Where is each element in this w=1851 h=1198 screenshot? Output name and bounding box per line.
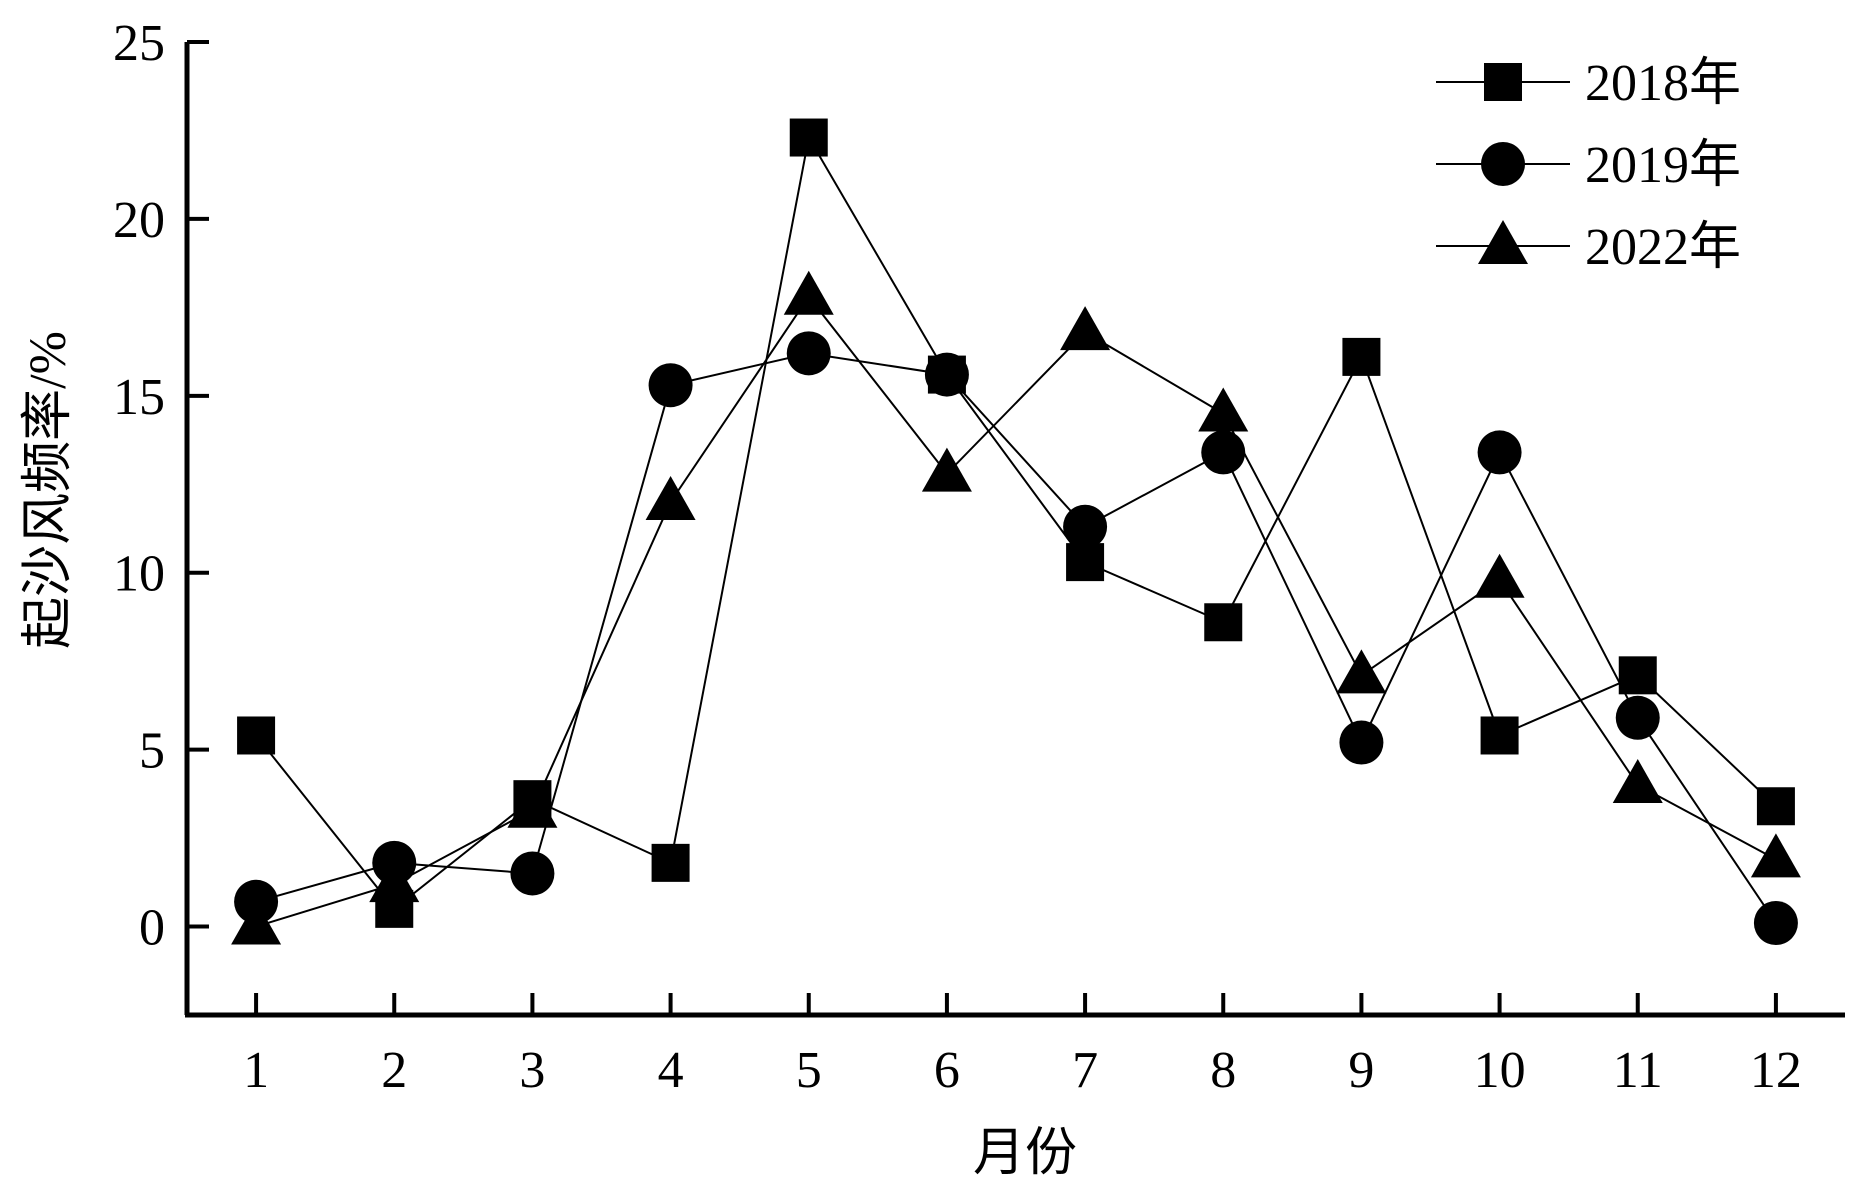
- x-tick-label: 4: [658, 1042, 684, 1099]
- data-point-circle: [1201, 430, 1246, 475]
- data-point-square: [237, 716, 276, 755]
- data-point-square: [1618, 656, 1657, 695]
- legend-label: 2018年: [1585, 55, 1741, 112]
- series-layer: [231, 118, 1801, 946]
- data-point-circle: [648, 363, 693, 408]
- x-tick-label: 10: [1474, 1042, 1526, 1099]
- x-tick-label: 7: [1072, 1042, 1098, 1099]
- data-point-triangle: [783, 270, 834, 315]
- data-point-square: [651, 843, 690, 882]
- legend-label: 2022年: [1585, 219, 1741, 276]
- legend: 2018年 2019年 2022年: [1436, 55, 1741, 276]
- y-tick-label: 5: [139, 723, 165, 780]
- y-tick-label: 10: [113, 546, 165, 603]
- data-point-circle: [1063, 504, 1108, 549]
- legend-item: 2018年: [1436, 55, 1741, 112]
- data-point-square: [1342, 337, 1381, 376]
- series-line: [255, 134, 1777, 911]
- series-2: [231, 270, 1801, 945]
- data-point-triangle: [1336, 649, 1387, 694]
- legend-item: 2019年: [1436, 137, 1741, 194]
- y-tick-label: 15: [113, 369, 165, 426]
- legend-label: 2019年: [1585, 137, 1741, 194]
- x-tick-label: 8: [1210, 1042, 1236, 1099]
- x-tick-label: 9: [1348, 1042, 1374, 1099]
- data-point-triangle: [1198, 387, 1249, 432]
- data-point-triangle: [1474, 553, 1525, 598]
- data-point-triangle: [231, 900, 282, 945]
- series-1: [234, 331, 1798, 946]
- x-axis-label: 月份: [973, 1125, 1077, 1182]
- data-point-square: [1204, 603, 1243, 642]
- x-tick-label: 11: [1613, 1042, 1663, 1099]
- series-line: [255, 295, 1777, 928]
- data-point-square: [1756, 787, 1795, 826]
- data-point-triangle: [1060, 306, 1111, 351]
- data-point-circle: [1615, 695, 1660, 740]
- legend-item: 2022年: [1436, 219, 1741, 276]
- data-point-circle: [510, 851, 555, 896]
- legend-marker-triangle: [1478, 220, 1528, 264]
- x-tick-label: 6: [934, 1042, 960, 1099]
- legend-marker-circle: [1481, 142, 1525, 186]
- data-point-triangle: [1750, 833, 1801, 878]
- y-axis-label: 起沙风频率/%: [20, 331, 77, 649]
- data-point-circle: [1753, 901, 1798, 946]
- data-point-circle: [1477, 430, 1522, 475]
- data-point-triangle: [645, 475, 696, 520]
- data-point-square: [1480, 716, 1519, 755]
- y-tick-label: 20: [113, 192, 165, 249]
- x-tick-label: 2: [381, 1042, 407, 1099]
- data-point-circle: [786, 331, 831, 376]
- x-tick-label: 12: [1750, 1042, 1802, 1099]
- x-tick-label: 3: [519, 1042, 545, 1099]
- series-line: [255, 352, 1777, 924]
- axes: [184, 42, 1845, 1018]
- y-tick-label: 25: [113, 15, 165, 72]
- data-point-triangle: [369, 858, 420, 903]
- data-point-square: [789, 118, 828, 157]
- x-tick-label: 5: [796, 1042, 822, 1099]
- data-point-triangle: [1612, 759, 1663, 804]
- data-point-triangle: [921, 447, 972, 492]
- legend-marker-square: [1484, 63, 1522, 101]
- y-tick-label: 0: [139, 900, 165, 957]
- data-point-circle: [924, 352, 969, 397]
- x-tick-label: 1: [243, 1042, 269, 1099]
- data-point-square: [1066, 543, 1105, 582]
- series-0: [237, 118, 1795, 928]
- data-point-triangle: [507, 783, 558, 828]
- data-point-circle: [1339, 720, 1384, 765]
